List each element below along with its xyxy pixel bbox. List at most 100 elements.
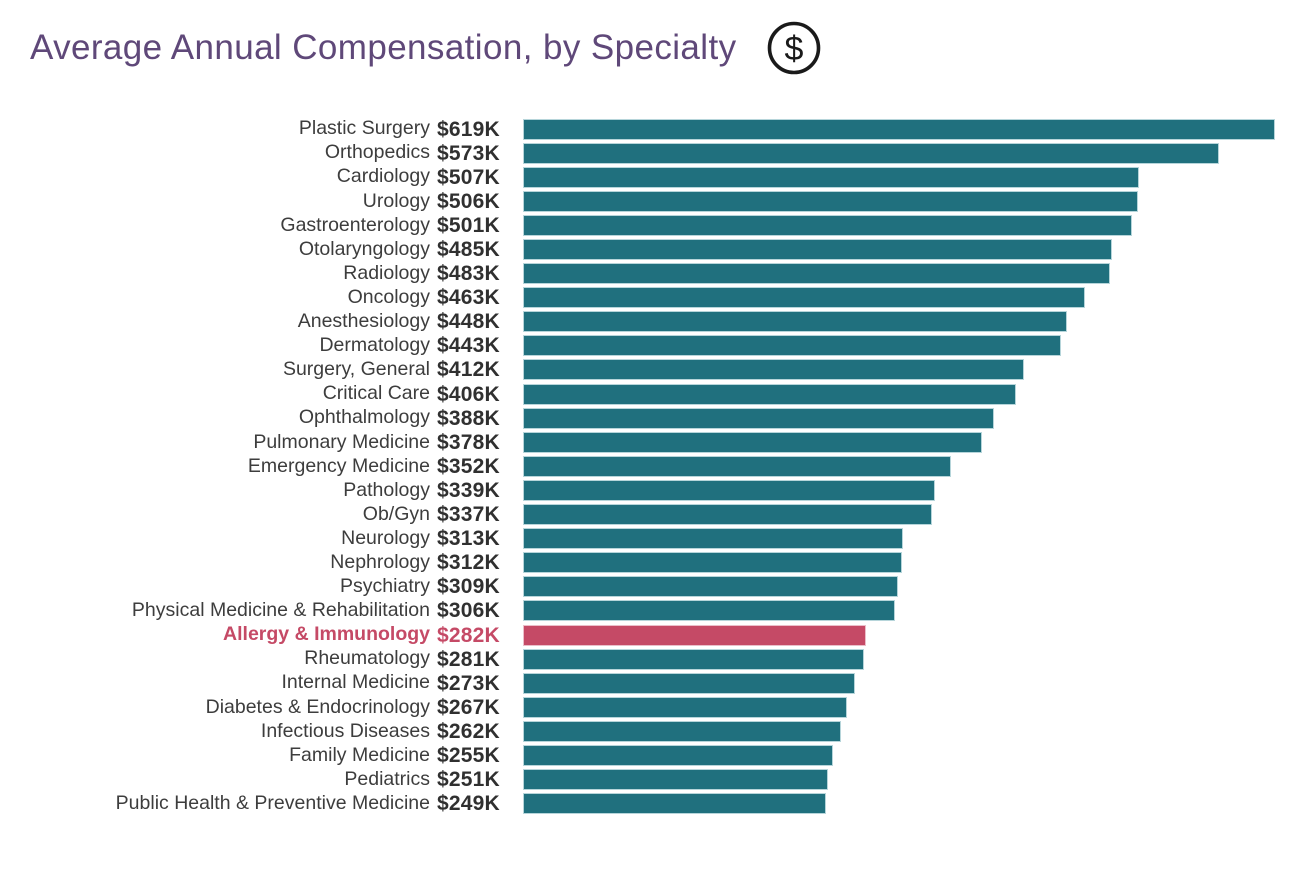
specialty-label: Oncology <box>347 285 430 308</box>
bar-track <box>523 744 1275 766</box>
specialty-label: Plastic Surgery <box>298 117 430 140</box>
bar <box>523 359 1024 381</box>
specialty-label: Cardiology <box>336 165 430 188</box>
specialty-label: Otolaryngology <box>298 237 430 260</box>
chart-row: Emergency Medicine $352K <box>0 454 1290 478</box>
compensation-value-label: $619K <box>437 117 500 141</box>
bar-track <box>523 648 1275 670</box>
bar <box>523 793 826 815</box>
bar-track <box>523 142 1275 164</box>
specialty-label: Pediatrics <box>344 767 430 790</box>
specialty-label: Pulmonary Medicine <box>253 430 430 453</box>
chart-row: Oncology $463K <box>0 286 1290 310</box>
bar <box>523 528 904 550</box>
compensation-value-label: $313K <box>437 527 500 551</box>
bar <box>523 287 1086 309</box>
bar <box>523 479 935 501</box>
bar-track <box>523 311 1275 333</box>
bar-track <box>523 166 1275 188</box>
compensation-value-label: $267K <box>437 695 500 719</box>
bar-track <box>523 214 1275 236</box>
specialty-label: Pathology <box>343 478 430 501</box>
bar-track <box>523 696 1275 718</box>
chart-row: Internal Medicine $273K <box>0 671 1290 695</box>
compensation-value-label: $306K <box>437 599 500 623</box>
compensation-value-label: $339K <box>437 478 500 502</box>
bar-track <box>523 672 1275 694</box>
bar-track <box>523 239 1275 261</box>
bar <box>523 166 1139 188</box>
bar-track <box>523 624 1275 646</box>
compensation-value-label: $506K <box>437 189 500 213</box>
compensation-value-label: $251K <box>437 768 500 792</box>
bar <box>523 504 933 526</box>
bar <box>523 455 951 477</box>
bar-track <box>523 287 1275 309</box>
bar <box>523 214 1132 236</box>
compensation-value-label: $501K <box>437 213 500 237</box>
compensation-value-label: $412K <box>437 358 500 382</box>
specialty-label: Rheumatology <box>304 647 430 670</box>
bar <box>523 576 899 598</box>
compensation-value-label: $406K <box>437 382 500 406</box>
dollar-glyph: $ <box>785 30 804 68</box>
bar-track <box>523 552 1275 574</box>
compensation-value-label: $378K <box>437 430 500 454</box>
bar-track <box>523 455 1275 477</box>
bar-track <box>523 335 1275 357</box>
chart-row: Rheumatology $281K <box>0 647 1290 671</box>
chart-row: Critical Care $406K <box>0 382 1290 406</box>
compensation-value-label: $255K <box>437 743 500 767</box>
bar-chart: Plastic Surgery $619K Orthopedics $573K … <box>0 117 1290 816</box>
bar <box>523 672 855 694</box>
chart-row: Public Health & Preventive Medicine $249… <box>0 792 1290 816</box>
chart-row: Surgery, General $412K <box>0 358 1290 382</box>
specialty-label: Nephrology <box>330 550 430 573</box>
compensation-value-label: $448K <box>437 310 500 334</box>
bar-track <box>523 528 1275 550</box>
chart-row: Allergy & Immunology $282K <box>0 623 1290 647</box>
bar-track <box>523 720 1275 742</box>
specialty-label: Anesthesiology <box>297 310 430 333</box>
specialty-label: Neurology <box>341 526 430 549</box>
bar-track <box>523 793 1275 815</box>
bar <box>523 552 903 574</box>
chart-row: Physical Medicine & Rehabilitation $306K <box>0 599 1290 623</box>
specialty-label: Orthopedics <box>324 141 430 164</box>
bar-track <box>523 600 1275 622</box>
chart-row: Pediatrics $251K <box>0 768 1290 792</box>
dollar-circle-icon: $ <box>766 20 822 76</box>
compensation-value-label: $352K <box>437 454 500 478</box>
specialty-label: Ophthalmology <box>298 406 430 429</box>
compensation-value-label: $262K <box>437 719 500 743</box>
chart-row: Nephrology $312K <box>0 551 1290 575</box>
specialty-label: Internal Medicine <box>281 671 431 694</box>
chart-row: Otolaryngology $485K <box>0 237 1290 261</box>
specialty-label: Radiology <box>343 261 430 284</box>
bar <box>523 311 1068 333</box>
chart-row: Cardiology $507K <box>0 165 1290 189</box>
specialty-label: Dermatology <box>319 334 430 357</box>
bar-track <box>523 431 1275 453</box>
page-title: Average Annual Compensation, by Specialt… <box>30 28 737 67</box>
compensation-value-label: $483K <box>437 262 500 286</box>
bar-track <box>523 118 1275 140</box>
bar-track <box>523 383 1275 405</box>
specialty-label: Urology <box>362 189 430 212</box>
specialty-label: Infectious Diseases <box>260 719 430 742</box>
bar <box>523 190 1138 212</box>
compensation-value-label: $312K <box>437 551 500 575</box>
compensation-value-label: $309K <box>437 575 500 599</box>
chart-row: Pulmonary Medicine $378K <box>0 430 1290 454</box>
bar <box>523 142 1220 164</box>
specialty-label: Surgery, General <box>282 358 430 381</box>
chart-row: Dermatology $443K <box>0 334 1290 358</box>
chart-row: Neurology $313K <box>0 527 1290 551</box>
compensation-value-label: $443K <box>437 334 500 358</box>
bar-track <box>523 190 1275 212</box>
compensation-value-label: $281K <box>437 647 500 671</box>
compensation-value-label: $507K <box>437 165 500 189</box>
bar <box>523 263 1110 285</box>
specialty-label: Family Medicine <box>289 743 430 766</box>
